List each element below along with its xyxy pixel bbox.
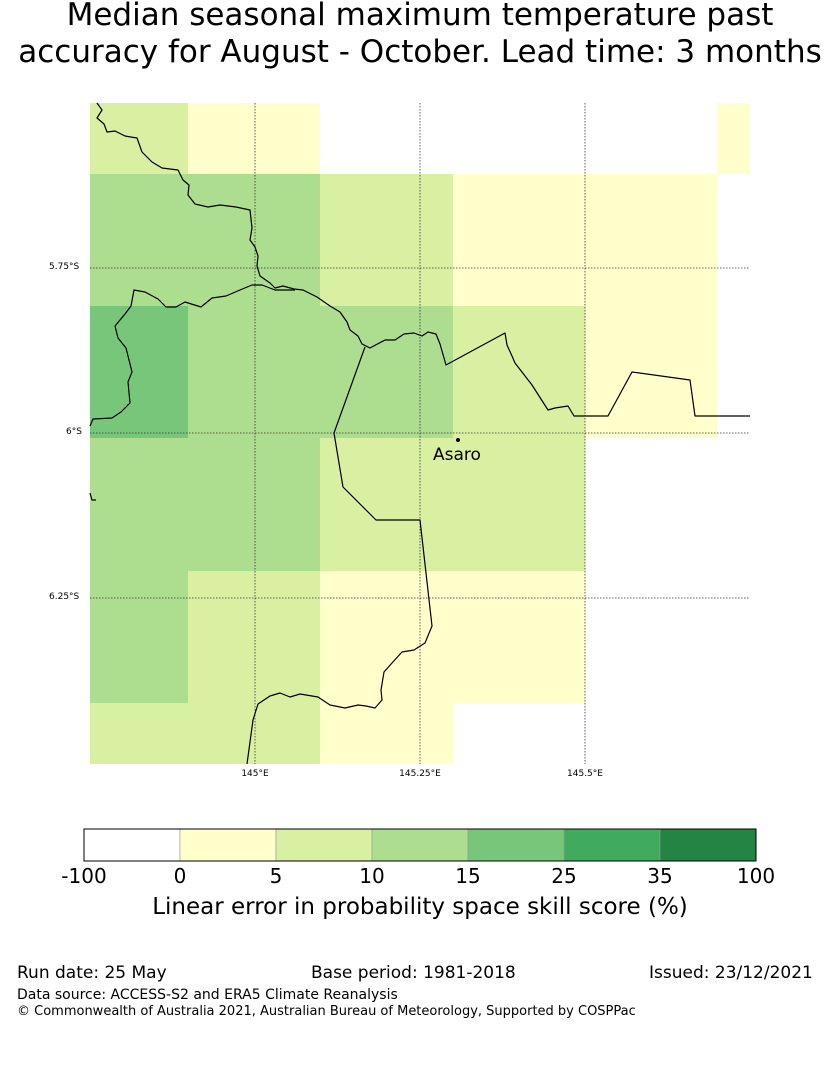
colorbar-outline: [83, 828, 757, 862]
grid-cell: [188, 571, 320, 703]
grid-cell: [90, 103, 188, 174]
copyright: © Commonwealth of Australia 2021, Austra…: [17, 1004, 636, 1019]
grid-cell: [320, 174, 453, 306]
grid-cell: [188, 103, 320, 174]
boundary-line-north: [96, 102, 750, 417]
grid-cell: [90, 438, 188, 571]
grid-cell: [90, 174, 188, 306]
lon-tick-145-25: 145.25°E: [399, 769, 441, 779]
colorbar-label: 25: [551, 864, 577, 888]
grid-cell: [453, 571, 585, 703]
grid-cell: [320, 703, 453, 764]
grid-cell: [188, 703, 320, 764]
title-line-1: Median seasonal maximum temperature past: [66, 0, 774, 33]
colorbar-swatch: [467, 828, 565, 862]
grid-cell: [453, 174, 585, 306]
lon-tick-145-5: 145.5°E: [567, 769, 603, 779]
boundary-line-south: [246, 346, 433, 765]
colorbar-label: 0: [173, 864, 187, 888]
grid-cell: [188, 174, 320, 306]
colorbar-swatch: [371, 828, 469, 862]
issued-date: Issued: 23/12/2021: [649, 963, 813, 983]
skill-grid: [90, 103, 750, 764]
colorbar-swatch: [83, 828, 181, 862]
grid-cell: [320, 571, 453, 703]
grid-cell: [188, 438, 320, 571]
graticule: [90, 103, 750, 764]
grid-cell: [90, 703, 188, 764]
boundary-line-edge: [89, 492, 96, 501]
asaro-marker: [456, 438, 460, 442]
colorbar-swatch: [563, 828, 661, 862]
grid-cell: [90, 306, 188, 438]
lon-tick-145: 145°E: [241, 769, 269, 779]
colorbar-label: 10: [359, 864, 385, 888]
grid-cell: [188, 306, 320, 438]
boundaries: [89, 102, 750, 765]
data-source: Data source: ACCESS-S2 and ERA5 Climate …: [17, 987, 398, 1003]
colorbar-label: -100: [61, 864, 107, 888]
colorbar-swatch: [659, 828, 757, 862]
grid-cell: [717, 103, 750, 174]
run-date: Run date: 25 May: [17, 963, 167, 983]
colorbar-title: Linear error in probability space skill …: [152, 894, 688, 920]
grid-cell: [585, 306, 717, 438]
base-period: Base period: 1981-2018: [311, 963, 516, 983]
colorbar-label: 100: [736, 864, 776, 888]
colorbar-label: 35: [647, 864, 673, 888]
grid-cell: [453, 438, 585, 571]
colorbar-label: 5: [269, 864, 283, 888]
place-label-asaro: Asaro: [433, 445, 481, 465]
grid-cell: [90, 571, 188, 703]
colorbar-label: 15: [455, 864, 481, 888]
grid-cell: [320, 306, 453, 438]
title-line-2: accuracy for August - October. Lead time…: [18, 34, 822, 70]
lat-tick-5-75: 5.75°S: [49, 262, 80, 272]
colorbar-swatch: [179, 828, 277, 862]
colorbar: [83, 828, 757, 862]
lat-tick-6-25: 6.25°S: [49, 592, 80, 602]
colorbar-swatch: [275, 828, 373, 862]
grid-cell: [585, 174, 717, 306]
boundary-line-west: [89, 284, 295, 427]
grid-cell: [320, 438, 453, 571]
grid-cell: [453, 306, 585, 438]
lat-tick-6: 6°S: [66, 427, 82, 437]
